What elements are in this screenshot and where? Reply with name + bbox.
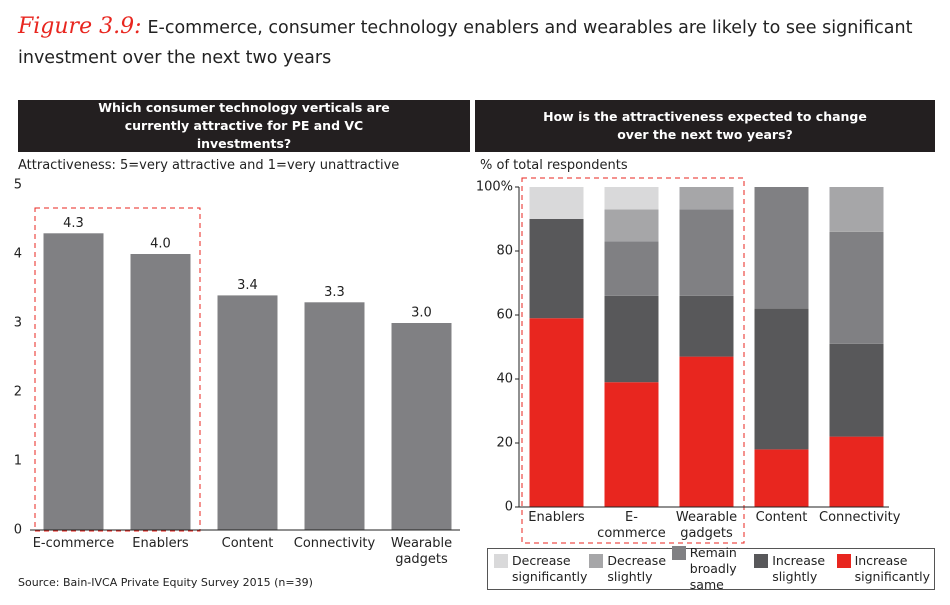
y-tick-label: 20 xyxy=(496,436,513,451)
value-label: 4.0 xyxy=(150,237,171,252)
bar-segment xyxy=(529,219,584,319)
legend-swatch xyxy=(589,554,604,568)
panel-header: Which consumer technology verticals are … xyxy=(18,100,470,152)
y-tick-label: 0 xyxy=(14,523,22,538)
x-tick-label: Enablers xyxy=(132,536,189,551)
bar-segment xyxy=(529,318,584,507)
x-tick-label: E-commerce xyxy=(32,536,115,551)
source: Source: Bain-IVCA Private Equity Survey … xyxy=(18,576,313,589)
bar-segment xyxy=(604,241,659,296)
bar-segment xyxy=(754,449,809,507)
legend-label: Increase slightly xyxy=(772,553,826,584)
legend-item: Decrease slightly xyxy=(587,553,669,585)
x-tick-label: Content xyxy=(221,536,274,551)
title: Figure 3.9: E-commerce, consumer technolo… xyxy=(18,12,943,73)
x-tick-label: Wearable gadgets xyxy=(390,536,453,567)
value-label: 3.0 xyxy=(411,306,432,321)
legend-item: Remain broadly same xyxy=(670,545,752,593)
y-axis-label: % of total respondents xyxy=(480,158,628,173)
panel-header: How is the attractiveness expected to ch… xyxy=(475,100,935,152)
x-tick-label: Connectivity xyxy=(293,536,376,551)
bar-segment xyxy=(604,295,659,383)
bar-segment xyxy=(829,231,884,344)
legend-swatch xyxy=(836,554,851,568)
legend-swatch xyxy=(754,554,769,568)
bar-segment xyxy=(679,209,734,296)
x-tick-label: Enablers xyxy=(528,510,585,525)
y-axis-label: Attractiveness: 5=very attractive and 1=… xyxy=(18,158,400,173)
bar-segment xyxy=(529,187,584,219)
y-tick-label: 1 xyxy=(14,454,22,469)
bar-segment xyxy=(604,382,659,507)
value-label: 3.4 xyxy=(237,278,258,293)
y-tick-label: 2 xyxy=(14,385,22,400)
y-tick-label: 60 xyxy=(496,308,513,323)
bar-segment xyxy=(754,187,809,309)
bar-segment xyxy=(829,343,884,437)
highlight-box xyxy=(521,177,745,544)
x-tick-label: E-commerce xyxy=(597,510,666,541)
bar xyxy=(304,302,365,530)
bar-segment xyxy=(754,308,809,450)
bar xyxy=(43,233,104,531)
y-tick-label: 40 xyxy=(496,372,513,387)
legend-item: Decrease significantly xyxy=(492,553,587,585)
figure-label: Figure 3.9: xyxy=(18,14,142,39)
y-tick-label: 0 xyxy=(505,500,513,515)
bar xyxy=(391,323,452,530)
y-tick-label: 5 xyxy=(14,178,22,193)
legend-label: Increase significantly xyxy=(854,553,930,584)
bar-segment xyxy=(679,295,734,357)
legend-item: Increase significantly xyxy=(835,553,930,585)
y-tick-label: 80 xyxy=(496,244,513,259)
legend-label: Decrease significantly xyxy=(512,553,588,584)
bar-segment xyxy=(604,209,659,242)
highlight-box xyxy=(34,207,201,532)
y-tick-label: 100% xyxy=(476,180,513,195)
legend: Decrease significantly Decrease slightly R… xyxy=(487,545,935,593)
title-text: E-commerce, consumer technology enablers… xyxy=(18,18,913,68)
bar-segment xyxy=(829,187,884,232)
legend-label: Decrease slightly xyxy=(607,553,667,584)
value-label: 4.3 xyxy=(63,216,84,231)
legend-swatch xyxy=(494,554,508,568)
y-tick-label: 4 xyxy=(14,247,22,262)
y-tick-label: 3 xyxy=(14,316,22,331)
bar-segment xyxy=(829,436,884,507)
x-tick-label: Connectivity xyxy=(819,510,901,525)
bar xyxy=(217,295,278,530)
bar-segment xyxy=(679,187,734,210)
legend-label: Remain broadly same xyxy=(689,545,737,592)
legend-swatch xyxy=(671,546,686,560)
bar xyxy=(130,254,191,530)
value-label: 3.3 xyxy=(324,285,345,300)
legend-item: Increase slightly xyxy=(752,553,834,585)
bar-segment xyxy=(679,356,734,507)
x-tick-label: Wearable gadgets xyxy=(675,510,738,541)
bar-segment xyxy=(604,187,659,210)
x-tick-label: Content xyxy=(755,510,808,525)
